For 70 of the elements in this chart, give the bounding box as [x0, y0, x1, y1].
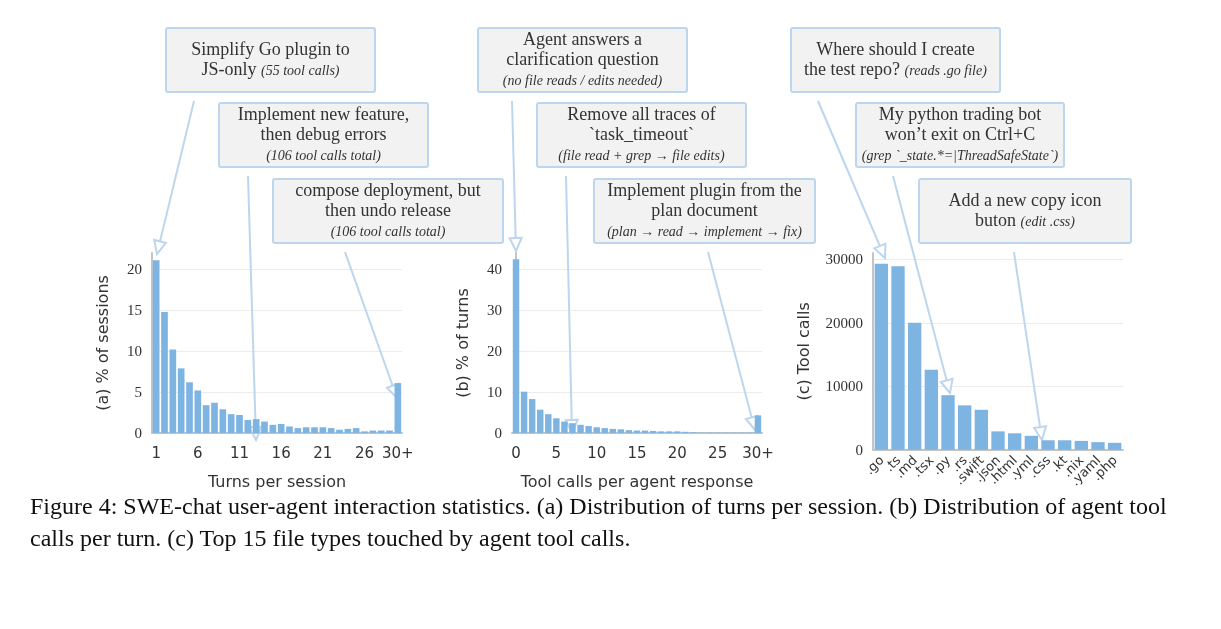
y-tick-label: 10000 [825, 378, 863, 395]
x-tick-label: 30+ [382, 443, 414, 462]
text: compose deployment, but then undo release (106 tool calls total) [295, 180, 481, 239]
y-tick-label: 30 [487, 302, 502, 319]
y-tick-label: 0 [494, 425, 502, 441]
text: Implement new feature, then debug errors (106 tool calls total) [237, 104, 410, 163]
x-tick-label: 20 [667, 443, 687, 462]
bar [194, 390, 202, 433]
bar [520, 391, 528, 433]
x-tick-label: 6 [193, 443, 203, 462]
bar [974, 409, 988, 450]
y-tick-label: 0 [134, 425, 142, 441]
x-tick-label: 25 [708, 443, 728, 462]
y-tick-label: 10 [127, 343, 142, 360]
bar [617, 429, 625, 433]
x-tick-label: 5 [551, 443, 562, 462]
x-tick-label: 30+ [742, 443, 774, 462]
x-tick-label: 26 [354, 443, 375, 462]
text: My python trading bot won’t exit on Ctrl+C (grep `_state.*=|ThreadSafeState`) [861, 104, 1059, 163]
y-tick-label: 30000 [825, 251, 863, 268]
bar [1008, 433, 1022, 450]
caption: Figure 4: SWE-chat user-agent interaction statistics. (a) Distribution of turns per session. (b) Distribution of agent tool calls per turn. (c) Top 15 file types touched by agent tool calls. [30, 492, 1168, 553]
y-tick-label: 10 [487, 384, 502, 401]
x-axis-title: Tool calls per agent response [519, 471, 754, 491]
bar [294, 428, 302, 433]
bar [874, 263, 888, 450]
text: Remove all traces of `task_timeout` (file read + grep → file edits) [558, 104, 725, 163]
y-axis-title: (a) % of sessions [92, 275, 112, 411]
bar [908, 322, 922, 450]
y-tick-label: 20000 [825, 314, 863, 331]
text: Where should I create the test repo? (reads .go file) [804, 39, 987, 79]
bar [537, 409, 544, 433]
bar [528, 399, 536, 433]
y-tick-label: 20 [487, 343, 502, 360]
y-tick-label: 20 [127, 261, 142, 278]
bar [601, 428, 608, 433]
bar [609, 428, 617, 433]
bar [1108, 442, 1122, 450]
text: Simplify Go plugin to JS-only (55 tool calls) [191, 39, 350, 79]
x-tick-label: 21 [313, 443, 333, 462]
bar [1024, 435, 1038, 450]
bar [991, 431, 1005, 450]
bar [891, 266, 905, 450]
y-axis-title: (c) Tool calls [793, 302, 813, 401]
x-tick-label: 10 [587, 443, 607, 462]
x-axis-title: Turns per session [206, 471, 347, 491]
bar [319, 427, 327, 433]
bar [169, 349, 177, 433]
x-tick-label: .go [861, 452, 887, 478]
text: Implement plugin from the plan document (plan → read → implement → fix) [607, 180, 802, 239]
bar [625, 430, 633, 433]
bar [958, 405, 972, 450]
x-tick-label: 16 [271, 443, 291, 462]
x-tick-label: 0 [511, 443, 521, 462]
bar [219, 409, 227, 433]
text: Agent answers a clarification question (no file reads / edits needed) [502, 29, 663, 88]
bar [512, 259, 520, 433]
x-tick-label: 15 [627, 443, 647, 462]
y-tick-label: 15 [127, 302, 142, 319]
x-tick-label: 11 [229, 443, 250, 462]
text: Add a new copy icon buton (edit .css) [948, 190, 1102, 230]
bar [924, 369, 938, 450]
y-tick-label: 5 [134, 384, 142, 401]
y-tick-label: 40 [487, 261, 502, 278]
bar [1058, 440, 1072, 450]
bar [1074, 440, 1088, 450]
x-tick-label: 1 [151, 443, 161, 462]
bar [1091, 442, 1105, 450]
bar [649, 430, 657, 433]
y-axis-title: (b) % of turns [452, 288, 472, 398]
